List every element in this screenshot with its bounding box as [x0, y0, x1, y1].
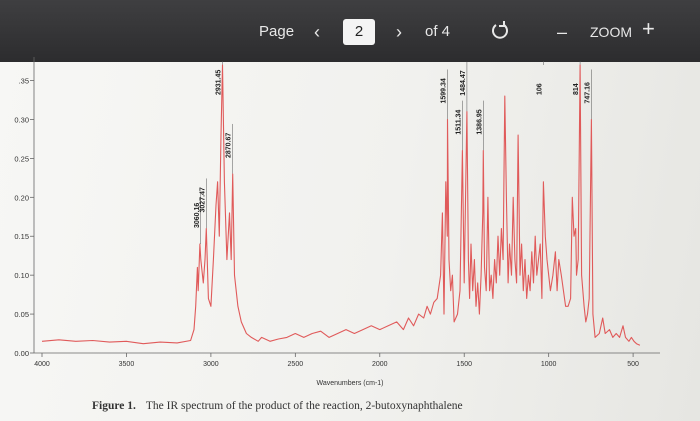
zoom-label: ZOOM	[590, 24, 632, 40]
peak-label: 814	[573, 83, 580, 95]
peak-label: 1386.95	[476, 109, 483, 134]
y-tick-label: 0.10	[14, 271, 29, 280]
x-tick-label: 1000	[541, 361, 557, 368]
peak-label: 1484.47	[460, 70, 467, 95]
peak-label: 3060.16	[194, 203, 201, 228]
total-pages: of 4	[425, 23, 451, 40]
y-tick-label: .35	[19, 77, 29, 86]
x-tick-label: 4000	[34, 361, 50, 368]
spectrum-line	[41, 64, 641, 346]
document-page	[0, 62, 700, 421]
figure-label: Figure 1.	[92, 400, 136, 412]
y-tick-label: 0.05	[14, 310, 29, 319]
figure-caption: Figure 1. The IR spectrum of the product …	[92, 400, 692, 412]
peak-label: 2931.45	[216, 70, 223, 95]
peak-label: 3027.47	[199, 187, 206, 212]
x-tick-label: 3000	[203, 361, 219, 368]
y-tick-label: 0.30	[14, 115, 29, 124]
refresh-icon[interactable]	[490, 20, 510, 48]
chevron-right-icon[interactable]: ›	[396, 22, 402, 42]
pdf-viewer-toolbar: Page ‹ 2 › of 4 – ZOOM +	[0, 0, 700, 66]
x-tick-label: 2000	[372, 361, 388, 368]
page-number-input[interactable]: 2	[343, 19, 375, 45]
peak-label: 1599.34	[441, 78, 448, 103]
chevron-left-icon[interactable]: ‹	[314, 22, 320, 42]
x-axis-label: Wavenumbers (cm-1)	[316, 380, 383, 387]
y-tick-label: 0.25	[14, 154, 29, 163]
figure-caption-text: The IR spectrum of the product of the re…	[145, 400, 463, 412]
y-tick-label: 0.15	[14, 232, 29, 241]
zoom-out-button[interactable]: –	[557, 22, 568, 42]
peak-label: 747.16	[584, 82, 591, 104]
peak-label: 2870.67	[226, 133, 233, 158]
chart-axes: 4000 3500 3000 2500 2000 1500 1000 500 .35 0.30 0.…	[14, 57, 660, 368]
x-tick-label: 500	[627, 361, 639, 368]
y-tick-label: 0.00	[14, 349, 29, 358]
x-tick-label: 1500	[456, 361, 472, 368]
peak-label: 106	[536, 83, 543, 95]
y-tick-label: 0.20	[14, 193, 29, 202]
x-tick-label: 3500	[119, 361, 135, 368]
page-label: Page	[259, 23, 295, 40]
x-tick-label: 2500	[288, 361, 304, 368]
peak-label: 1511.34	[455, 110, 462, 135]
zoom-in-button[interactable]: +	[642, 16, 655, 41]
spectrum-series	[41, 64, 641, 346]
